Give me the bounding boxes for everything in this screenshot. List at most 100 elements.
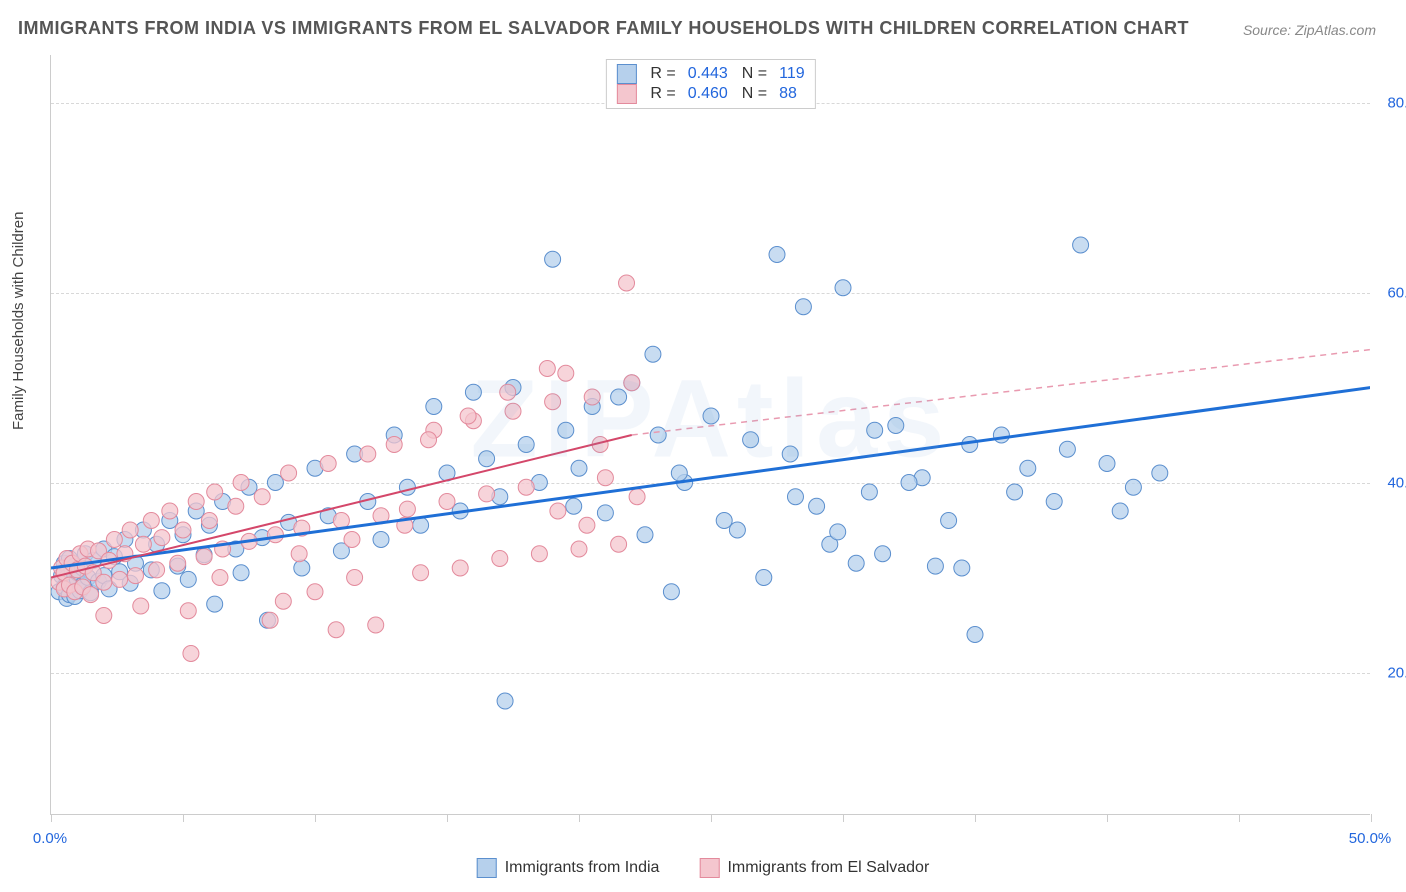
- xtick: [975, 814, 976, 822]
- data-point-el_salvador: [149, 562, 165, 578]
- data-point-el_salvador: [584, 389, 600, 405]
- data-point-el_salvador: [135, 536, 151, 552]
- n-value: 88: [779, 85, 797, 103]
- data-point-india: [645, 346, 661, 362]
- data-point-el_salvador: [399, 501, 415, 517]
- data-point-india: [888, 418, 904, 434]
- data-point-el_salvador: [180, 603, 196, 619]
- data-point-india: [650, 427, 666, 443]
- data-point-india: [373, 532, 389, 548]
- data-point-el_salvador: [460, 408, 476, 424]
- data-point-el_salvador: [83, 587, 99, 603]
- data-point-india: [1046, 494, 1062, 510]
- data-point-el_salvador: [611, 536, 627, 552]
- data-point-india: [927, 558, 943, 574]
- n-label: N =: [742, 85, 767, 103]
- swatch-india-icon: [477, 858, 497, 878]
- data-point-el_salvador: [233, 475, 249, 491]
- data-point-el_salvador: [143, 513, 159, 529]
- data-point-el_salvador: [413, 565, 429, 581]
- data-point-india: [835, 280, 851, 296]
- r-value: 0.460: [688, 85, 728, 103]
- data-point-el_salvador: [133, 598, 149, 614]
- data-point-el_salvador: [328, 622, 344, 638]
- data-point-india: [207, 596, 223, 612]
- data-point-el_salvador: [228, 498, 244, 514]
- data-point-el_salvador: [619, 275, 635, 291]
- data-point-el_salvador: [291, 546, 307, 562]
- data-point-india: [954, 560, 970, 576]
- data-point-el_salvador: [112, 571, 128, 587]
- data-point-el_salvador: [122, 522, 138, 538]
- data-point-india: [611, 389, 627, 405]
- xtick: [579, 814, 580, 822]
- data-point-india: [267, 475, 283, 491]
- data-point-india: [1125, 479, 1141, 495]
- data-point-india: [637, 527, 653, 543]
- data-point-india: [901, 475, 917, 491]
- data-point-india: [479, 451, 495, 467]
- legend-item-elsalvador: Immigrants from El Salvador: [699, 858, 929, 878]
- data-point-el_salvador: [505, 403, 521, 419]
- data-point-india: [426, 399, 442, 415]
- data-point-el_salvador: [421, 432, 437, 448]
- data-point-el_salvador: [106, 532, 122, 548]
- data-point-india: [180, 571, 196, 587]
- legend-label: Immigrants from El Salvador: [727, 859, 929, 877]
- data-point-india: [769, 247, 785, 263]
- data-point-india: [993, 427, 1009, 443]
- swatch-elsalvador-icon: [699, 858, 719, 878]
- xtick: [1239, 814, 1240, 822]
- data-point-india: [743, 432, 759, 448]
- ytick-label: 40.0%: [1387, 474, 1406, 491]
- data-point-el_salvador: [170, 555, 186, 571]
- data-point-india: [1112, 503, 1128, 519]
- data-point-india: [787, 489, 803, 505]
- data-point-india: [545, 251, 561, 267]
- data-point-el_salvador: [439, 494, 455, 510]
- xtick: [315, 814, 316, 822]
- data-point-india: [1007, 484, 1023, 500]
- data-point-india: [1152, 465, 1168, 481]
- data-point-el_salvador: [539, 361, 555, 377]
- data-point-el_salvador: [344, 532, 360, 548]
- data-point-india: [729, 522, 745, 538]
- data-point-india: [1020, 460, 1036, 476]
- data-point-india: [154, 583, 170, 599]
- data-point-india: [399, 479, 415, 495]
- data-point-el_salvador: [518, 479, 534, 495]
- data-point-india: [861, 484, 877, 500]
- swatch-elsalvador-icon: [616, 84, 636, 104]
- data-point-el_salvador: [347, 570, 363, 586]
- data-point-el_salvador: [275, 593, 291, 609]
- data-point-india: [233, 565, 249, 581]
- data-point-india: [782, 446, 798, 462]
- data-point-el_salvador: [175, 522, 191, 538]
- trendline: [632, 350, 1370, 436]
- data-point-india: [1073, 237, 1089, 253]
- y-axis-label: Family Households with Children: [10, 212, 27, 430]
- chart-container: IMMIGRANTS FROM INDIA VS IMMIGRANTS FROM…: [0, 0, 1406, 892]
- xtick-label: 0.0%: [33, 830, 67, 847]
- data-point-el_salvador: [558, 365, 574, 381]
- data-point-el_salvador: [579, 517, 595, 533]
- data-point-el_salvador: [201, 513, 217, 529]
- r-label: R =: [650, 65, 675, 83]
- data-point-india: [671, 465, 687, 481]
- legend-stats: R = 0.443 N = 119 R = 0.460 N = 88: [605, 59, 815, 109]
- data-point-india: [518, 437, 534, 453]
- data-point-el_salvador: [281, 465, 297, 481]
- n-value: 119: [779, 65, 805, 83]
- source-label: Source: ZipAtlas.com: [1243, 22, 1376, 38]
- xtick: [1107, 814, 1108, 822]
- data-point-el_salvador: [96, 608, 112, 624]
- data-point-india: [848, 555, 864, 571]
- data-point-el_salvador: [531, 546, 547, 562]
- xtick: [843, 814, 844, 822]
- data-point-india: [558, 422, 574, 438]
- legend-series: Immigrants from India Immigrants from El…: [477, 858, 930, 878]
- data-point-el_salvador: [183, 646, 199, 662]
- xtick: [1371, 814, 1372, 822]
- data-point-el_salvador: [212, 570, 228, 586]
- legend-stats-row-elsalvador: R = 0.460 N = 88: [616, 84, 804, 104]
